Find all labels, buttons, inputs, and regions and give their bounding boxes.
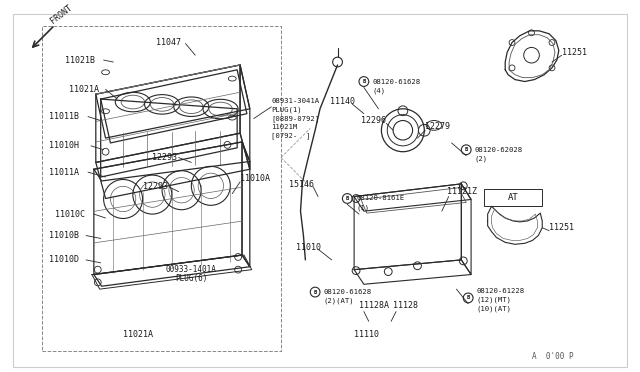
Text: 12293: 12293 [152,153,177,162]
Text: FRONT: FRONT [49,3,74,26]
Text: 11010B: 11010B [49,231,79,240]
Text: 11021A: 11021A [123,330,153,340]
Text: 08931-3041A: 08931-3041A [271,98,319,104]
Text: (2)(AT): (2)(AT) [324,298,355,304]
Text: 15146: 15146 [289,180,314,189]
Text: 08120-61228: 08120-61228 [477,288,525,294]
Text: B: B [314,289,317,295]
Text: 11021A: 11021A [68,85,99,94]
Text: [0792-  ]: [0792- ] [271,133,310,140]
Text: A  0'00 P: A 0'00 P [532,352,573,361]
Text: 11011B: 11011B [49,112,79,121]
Text: 12296: 12296 [361,116,386,125]
Text: 11121Z: 11121Z [447,187,477,196]
Text: (2): (2) [475,155,488,162]
Text: 00933-1401A: 00933-1401A [166,265,217,274]
Text: 11251: 11251 [549,223,574,232]
Text: 08120-61628: 08120-61628 [372,78,420,84]
Text: 11140: 11140 [330,96,355,106]
Text: B: B [465,147,468,152]
Text: B: B [467,295,470,301]
Text: 11010H: 11010H [49,141,79,150]
Text: 11128A: 11128A [359,301,389,310]
Text: 11021B: 11021B [65,55,95,65]
Bar [484,189,542,206]
Text: AT: AT [508,193,518,202]
Text: 12293: 12293 [143,182,168,191]
Text: 11010A: 11010A [240,174,270,183]
Text: PLUG(6): PLUG(6) [176,274,208,283]
Text: 08120-61628: 08120-61628 [324,289,372,295]
Text: [0889-0792]: [0889-0792] [271,115,319,122]
Text: 11021M: 11021M [271,124,298,130]
Text: 11251: 11251 [562,48,587,57]
Text: 11047: 11047 [156,38,181,47]
Text: (12)(MT): (12)(MT) [477,296,512,303]
Text: 11010D: 11010D [49,256,79,264]
Text: 11011A: 11011A [49,168,79,177]
Text: 08120-62028: 08120-62028 [475,147,523,153]
Text: B: B [362,79,365,84]
Text: 08120-8161E: 08120-8161E [356,196,404,202]
Text: 11110: 11110 [355,330,380,340]
Text: 11010C: 11010C [55,209,85,219]
Text: 11128: 11128 [393,301,418,310]
Text: (4): (4) [372,87,386,93]
Text: PLUG(1): PLUG(1) [271,106,302,113]
Text: 12279: 12279 [425,122,451,131]
Text: (1): (1) [356,204,369,211]
Text: (10)(AT): (10)(AT) [477,305,512,312]
Text: B: B [346,196,349,201]
Text: 11010: 11010 [296,243,321,252]
